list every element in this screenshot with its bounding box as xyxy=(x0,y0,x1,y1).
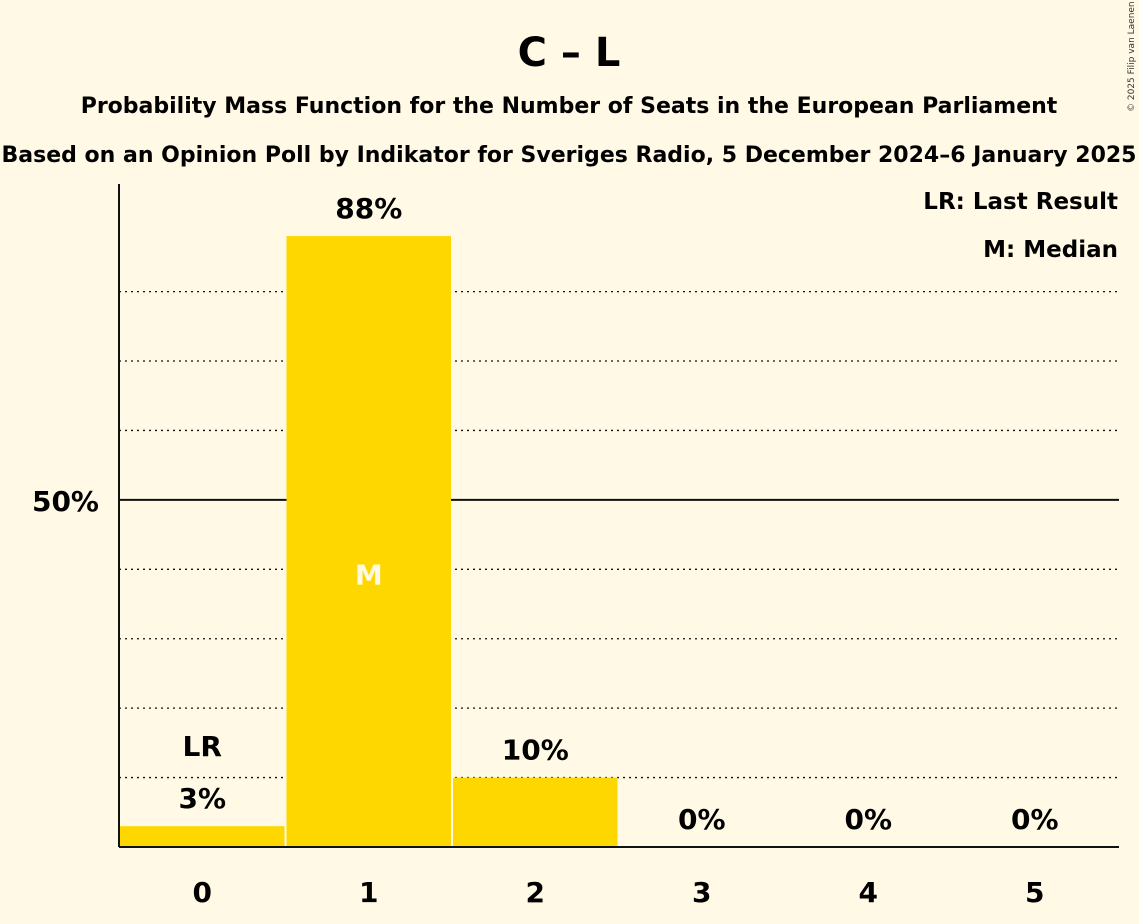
chart-subtitle-poll: Based on an Opinion Poll by Indikator fo… xyxy=(2,143,1137,168)
bar xyxy=(453,777,618,847)
legend-entry: M: Median xyxy=(983,237,1118,263)
value-label: 88% xyxy=(335,192,402,225)
value-label: 0% xyxy=(1011,803,1059,836)
last-result-marker: LR xyxy=(183,730,222,763)
legend-entry: LR: Last Result xyxy=(923,189,1118,215)
x-tick-label: 4 xyxy=(859,876,878,909)
axes: 0 1 2 3 4 5 50% xyxy=(32,184,1119,909)
x-tick-label: 3 xyxy=(692,876,711,909)
x-tick-label: 1 xyxy=(359,876,378,909)
chart-title: C – L xyxy=(518,30,621,76)
bar-labels: 3% LR 88% M 10% 0% 0% 0% xyxy=(178,192,1058,836)
gridlines xyxy=(119,290,1119,779)
legend: LR: Last Result M: Median xyxy=(923,189,1118,263)
y-tick-label: 50% xyxy=(32,485,99,518)
bar xyxy=(120,826,285,847)
bars xyxy=(120,236,618,848)
bar xyxy=(286,236,451,848)
median-marker: M xyxy=(355,558,383,591)
value-label: 10% xyxy=(502,734,569,767)
x-tick-label: 5 xyxy=(1025,876,1044,909)
value-label: 0% xyxy=(844,803,892,836)
copyright-notice: © 2025 Filip van Laenen xyxy=(1127,1,1137,112)
x-tick-label: 0 xyxy=(193,876,212,909)
value-label: 3% xyxy=(178,782,226,815)
chart-subtitle: Probability Mass Function for the Number… xyxy=(81,94,1058,119)
x-tick-label: 2 xyxy=(526,876,545,909)
value-label: 0% xyxy=(678,803,726,836)
